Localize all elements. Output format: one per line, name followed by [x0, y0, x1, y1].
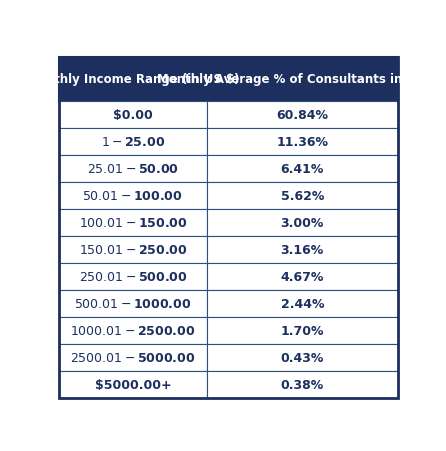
Text: $1-$25.00: $1-$25.00 — [101, 136, 165, 149]
Bar — [206, 263, 398, 290]
Text: 60.84%: 60.84% — [276, 109, 328, 122]
Bar — [206, 290, 398, 317]
Text: Monthly Income Range (in US $): Monthly Income Range (in US $) — [26, 74, 240, 86]
Text: $250.01-$500.00: $250.01-$500.00 — [78, 270, 187, 283]
Text: Monthly Average % of Consultants in Range: Monthly Average % of Consultants in Rang… — [157, 74, 446, 86]
Bar — [59, 58, 206, 102]
Bar — [206, 129, 398, 156]
Text: 5.62%: 5.62% — [281, 190, 324, 202]
Text: $0.00: $0.00 — [113, 109, 153, 122]
Text: $1000.01-$2500.00: $1000.01-$2500.00 — [70, 324, 196, 337]
Bar — [206, 344, 398, 371]
Bar — [206, 371, 398, 398]
Bar — [206, 183, 398, 210]
Bar — [59, 344, 206, 371]
Text: 0.43%: 0.43% — [281, 351, 324, 364]
Text: $2500.01-$5000.00: $2500.01-$5000.00 — [70, 351, 196, 364]
Text: $150.01-$250.00: $150.01-$250.00 — [78, 244, 187, 257]
Bar — [206, 236, 398, 263]
Text: 3.16%: 3.16% — [281, 244, 324, 257]
Text: 11.36%: 11.36% — [276, 136, 328, 149]
Bar — [59, 102, 206, 129]
Bar — [59, 290, 206, 317]
Text: 2.44%: 2.44% — [281, 297, 324, 310]
Bar — [59, 183, 206, 210]
Bar — [59, 156, 206, 183]
Bar — [206, 317, 398, 344]
Bar — [206, 58, 398, 102]
Text: $100.01-$150.00: $100.01-$150.00 — [78, 216, 187, 230]
Bar — [59, 263, 206, 290]
Text: $500.01-$1000.00: $500.01-$1000.00 — [74, 297, 192, 310]
Text: $50.01-$100.00: $50.01-$100.00 — [83, 190, 183, 202]
Text: 6.41%: 6.41% — [281, 163, 324, 176]
Bar — [206, 210, 398, 236]
Bar — [59, 317, 206, 344]
Bar — [206, 102, 398, 129]
Bar — [59, 371, 206, 398]
Text: 4.67%: 4.67% — [281, 270, 324, 283]
Text: 1.70%: 1.70% — [281, 324, 324, 337]
Text: $25.01-$50.00: $25.01-$50.00 — [87, 163, 179, 176]
Bar — [206, 156, 398, 183]
Text: $5000.00+: $5000.00+ — [95, 378, 171, 391]
Bar — [59, 236, 206, 263]
Bar — [59, 210, 206, 236]
Text: 3.00%: 3.00% — [281, 216, 324, 230]
Text: 0.38%: 0.38% — [281, 378, 324, 391]
Bar — [59, 129, 206, 156]
